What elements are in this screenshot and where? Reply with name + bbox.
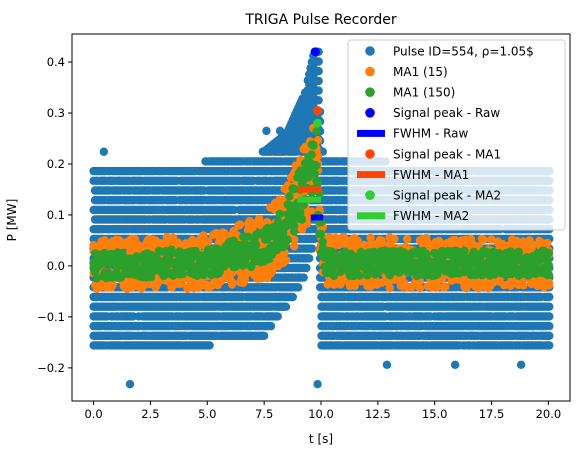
raw-point xyxy=(315,77,323,85)
raw-point xyxy=(315,57,323,65)
x-axis-label: t [s] xyxy=(309,432,333,446)
raw-point xyxy=(294,283,302,291)
raw-point xyxy=(302,264,310,272)
chart-title: TRIGA Pulse Recorder xyxy=(244,12,397,28)
raw-point xyxy=(267,322,275,330)
raw-point xyxy=(260,332,268,340)
raw-point xyxy=(315,96,323,104)
raw-point xyxy=(282,303,290,311)
raw-point xyxy=(315,67,323,75)
raw-point xyxy=(315,86,323,94)
raw-point xyxy=(289,293,297,301)
raw-point xyxy=(274,312,282,320)
raw-point xyxy=(308,244,316,252)
raw-point xyxy=(300,273,308,281)
raw-point xyxy=(305,254,313,262)
raw-point xyxy=(205,341,213,349)
y-axis-label: P [MW] xyxy=(5,199,19,242)
